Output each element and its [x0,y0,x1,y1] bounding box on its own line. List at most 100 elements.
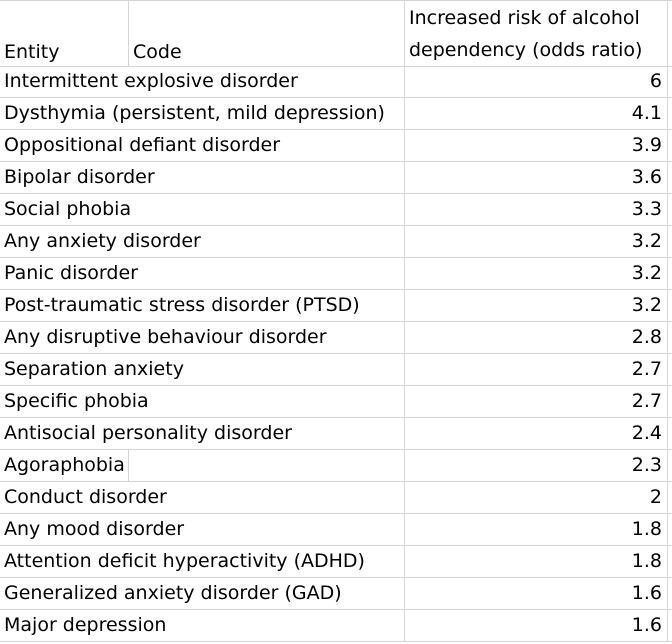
value-cell[interactable]: 4.1 [631,102,662,124]
entity-cell[interactable]: Any anxiety disorder [4,230,201,252]
column-divider [404,418,405,450]
table-row: Panic disorder 3.2 [0,258,672,290]
entity-cell[interactable]: Attention deficit hyperactivity (ADHD) [4,550,365,572]
column-divider [404,98,405,130]
column-divider [667,514,668,546]
column-divider [404,610,405,642]
entity-cell[interactable]: Bipolar disorder [4,166,155,188]
entity-cell[interactable]: Any mood disorder [4,518,185,540]
value-cell[interactable]: 1.8 [631,550,662,572]
value-cell[interactable]: 2 [649,486,662,508]
column-divider [667,322,668,354]
header-code-label: Code [133,41,182,63]
table-row: Bipolar disorder 3.6 [0,162,672,194]
entity-cell[interactable]: Specific phobia [4,390,149,412]
value-cell[interactable]: 2.4 [631,422,662,444]
table-row: Generalized anxiety disorder (GAD) 1.6 [0,578,672,610]
table-row: Intermittent explosive disorder 6 [0,66,672,98]
table-row: Any mood disorder 1.8 [0,514,672,546]
table-row: Any anxiety disorder 3.2 [0,226,672,258]
entity-cell[interactable]: Social phobia [4,198,132,220]
table-row: Antisocial personality disorder 2.4 [0,418,672,450]
column-divider [404,290,405,322]
entity-cell[interactable]: Separation anxiety [4,358,184,380]
column-divider [128,450,129,482]
value-cell[interactable]: 3.2 [631,230,662,252]
table-row: Any disruptive behaviour disorder 2.8 [0,322,672,354]
table-row: Dysthymia (persistent, mild depression) 4… [0,98,672,130]
column-divider [667,290,668,322]
column-divider [667,162,668,194]
header-value-line1: Increased risk of alcohol [409,7,640,29]
entity-cell[interactable]: Generalized anxiety disorder (GAD) [4,582,342,604]
entity-cell[interactable]: Intermittent explosive disorder [4,70,298,92]
column-divider [667,258,668,290]
column-divider [667,546,668,578]
entity-cell[interactable]: Conduct disorder [4,486,167,508]
column-divider [667,66,668,98]
table-row: Specific phobia 2.7 [0,386,672,418]
value-cell[interactable]: 2.7 [631,358,662,380]
value-cell[interactable]: 6 [649,70,662,92]
column-divider [667,386,668,418]
table-row: Oppositional defiant disorder 3.9 [0,130,672,162]
value-cell[interactable]: 1.6 [631,614,662,636]
column-divider [404,578,405,610]
column-divider [667,578,668,610]
column-divider [404,322,405,354]
column-divider [404,66,405,98]
entity-cell[interactable]: Oppositional defiant disorder [4,134,281,156]
entity-cell[interactable]: Major depression [4,614,167,636]
column-divider [404,354,405,386]
value-cell[interactable]: 3.2 [631,262,662,284]
column-divider [667,482,668,514]
value-cell[interactable]: 2.3 [631,454,662,476]
entity-cell[interactable]: Antisocial personality disorder [4,422,292,444]
header-row: Entity Code Increased risk of alcohol dep… [0,0,672,67]
value-cell[interactable]: 3.9 [631,134,662,156]
column-divider [404,226,405,258]
column-divider [667,610,668,642]
column-divider [404,258,405,290]
entity-cell[interactable]: Post-traumatic stress disorder (PTSD) [4,294,360,316]
column-divider [404,450,405,482]
value-cell[interactable]: 3.6 [631,166,662,188]
column-divider [404,130,405,162]
entity-cell[interactable]: Any disruptive behaviour disorder [4,326,327,348]
column-divider [667,450,668,482]
column-divider [667,98,668,130]
table-row: Separation anxiety 2.7 [0,354,672,386]
value-cell[interactable]: 2.7 [631,390,662,412]
header-value-label: Increased risk of alcohol dependency (odd… [409,2,642,66]
entity-cell[interactable]: Agoraphobia [4,454,125,476]
column-divider [404,162,405,194]
column-divider [404,546,405,578]
value-cell[interactable]: 3.3 [631,198,662,220]
value-cell[interactable]: 3.2 [631,294,662,316]
entity-cell[interactable]: Dysthymia (persistent, mild depression) [4,102,385,124]
column-divider [667,130,668,162]
table-row: Social phobia 3.3 [0,194,672,226]
header-value-line2: dependency (odds ratio) [409,39,643,61]
column-divider [667,194,668,226]
value-cell[interactable]: 1.6 [631,582,662,604]
column-divider [404,386,405,418]
column-divider [404,194,405,226]
header-cell-code[interactable]: Code [129,0,405,66]
column-divider [667,226,668,258]
value-cell[interactable]: 2.8 [631,326,662,348]
top-gridline [0,0,672,1]
header-cell-entity[interactable]: Entity [0,0,129,66]
column-divider [404,514,405,546]
entity-cell[interactable]: Panic disorder [4,262,138,284]
column-divider [667,354,668,386]
column-divider [667,418,668,450]
header-cell-value[interactable]: Increased risk of alcohol dependency (odd… [405,0,668,66]
header-entity-label: Entity [4,41,60,63]
table-row: Major depression 1.6 [0,610,672,642]
table-row: Conduct disorder 2 [0,482,672,514]
column-divider [404,482,405,514]
value-cell[interactable]: 1.8 [631,518,662,540]
table-row: Post-traumatic stress disorder (PTSD) 3.2 [0,290,672,322]
